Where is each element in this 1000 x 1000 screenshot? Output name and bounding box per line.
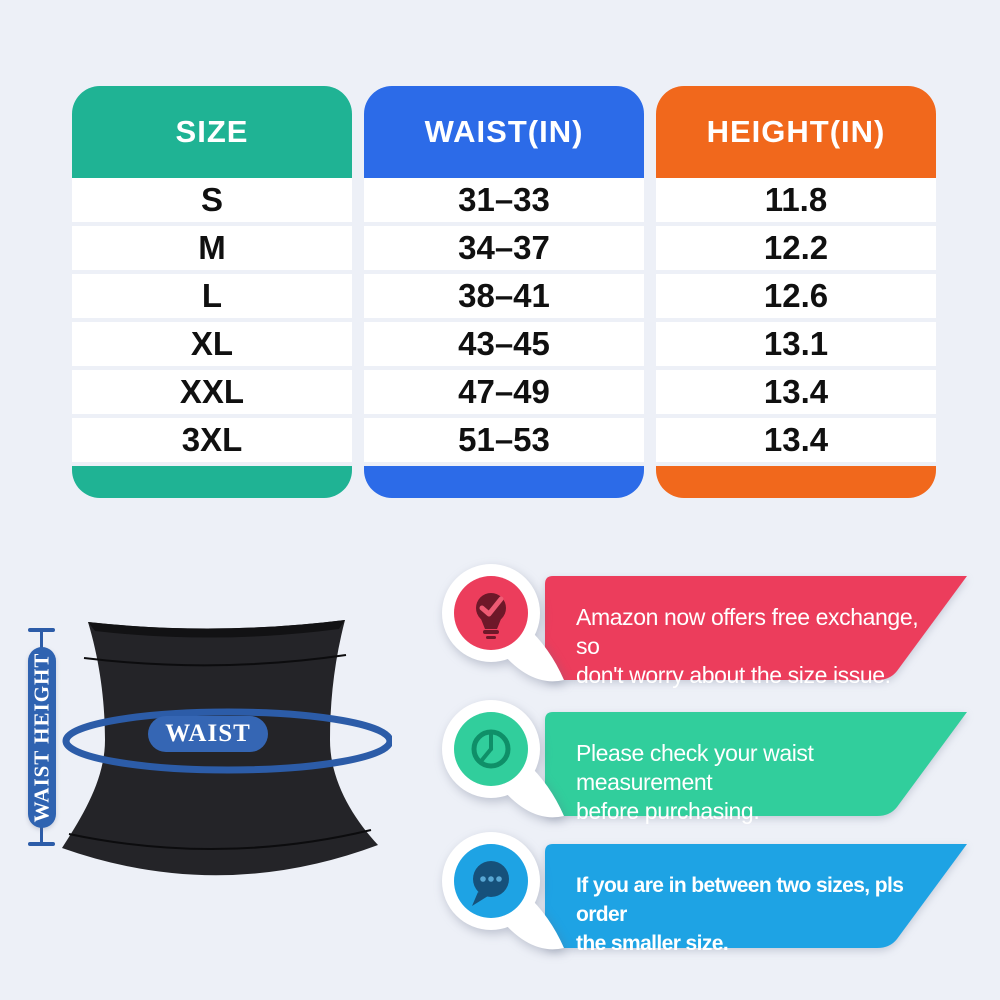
table-cell: 3XL [72,418,352,462]
table-cell: 51–53 [364,418,644,462]
callout-badge [442,832,564,950]
chat-bubble-icon [472,861,509,906]
column-footer-height [656,466,936,498]
callout-text: Amazon now offers free exchange, so don'… [576,603,926,690]
column-header-size: SIZE [72,86,352,178]
callout-text: If you are in between two sizes, pls ord… [576,871,926,958]
lightbulb-check-icon [476,593,506,639]
callout-check-measurement: Please check your waist measurement befo… [426,684,986,844]
waist-label-pill: WAIST [148,716,268,752]
table-cell: L [72,274,352,318]
size-table-column-height: HEIGHT(IN) 11.8 12.2 12.6 13.1 13.4 13.4 [656,86,936,498]
column-header-waist: WAIST(IN) [364,86,644,178]
table-cell: 34–37 [364,226,644,270]
waist-trainer-diagram: WAIST HEIGHT WAIST [0,540,450,1000]
trainer-top-seam [83,654,347,667]
table-cell: M [72,226,352,270]
table-cell: 47–49 [364,370,644,414]
table-cell: 31–33 [364,178,644,222]
size-table-column-size: SIZE S M L XL XXL 3XL [72,86,352,498]
waist-height-label: WAIST HEIGHT [29,652,54,823]
callout-badge [442,700,564,818]
table-cell: 38–41 [364,274,644,318]
size-table-column-waist: WAIST(IN) 31–33 34–37 38–41 43–45 47–49 … [364,86,644,498]
callout-banner [545,712,967,816]
callout-line-1: Amazon now offers free exchange, so [576,604,919,659]
table-cell: 12.6 [656,274,936,318]
callout-banner [545,576,967,680]
table-cell: XL [72,322,352,366]
table-cell: 13.4 [656,418,936,462]
table-cell: 13.1 [656,322,936,366]
callout-line-1: If you are in between two sizes, pls ord… [576,874,904,926]
table-cell: 43–45 [364,322,644,366]
measure-cap-bottom [28,842,55,846]
callout-badge [442,564,564,682]
callout-line-2: the smaller size. [576,932,729,955]
waist-measure-ellipse [62,708,392,774]
callout-banner [545,844,967,948]
table-cell: 13.4 [656,370,936,414]
callout-text: Please check your waist measurement befo… [576,739,926,826]
callout-line-2: before purchasing. [576,798,760,824]
column-footer-waist [364,466,644,498]
callout-line-1: Please check your waist measurement [576,740,814,795]
callout-free-exchange: Amazon now offers free exchange, so don'… [426,548,986,708]
callout-line-2: don't worry about the size issue. [576,662,891,688]
clock-icon [471,729,511,769]
table-cell: 11.8 [656,178,936,222]
table-cell: 12.2 [656,226,936,270]
column-footer-size [72,466,352,498]
callout-between-sizes: If you are in between two sizes, pls ord… [426,816,986,976]
trainer-top-rim [88,620,345,638]
measure-cap-top [28,628,55,632]
table-cell: S [72,178,352,222]
trainer-bottom-seam [68,829,372,851]
waist-height-label-pill: WAIST HEIGHT [28,647,56,828]
table-cell: XXL [72,370,352,414]
column-header-height: HEIGHT(IN) [656,86,936,178]
